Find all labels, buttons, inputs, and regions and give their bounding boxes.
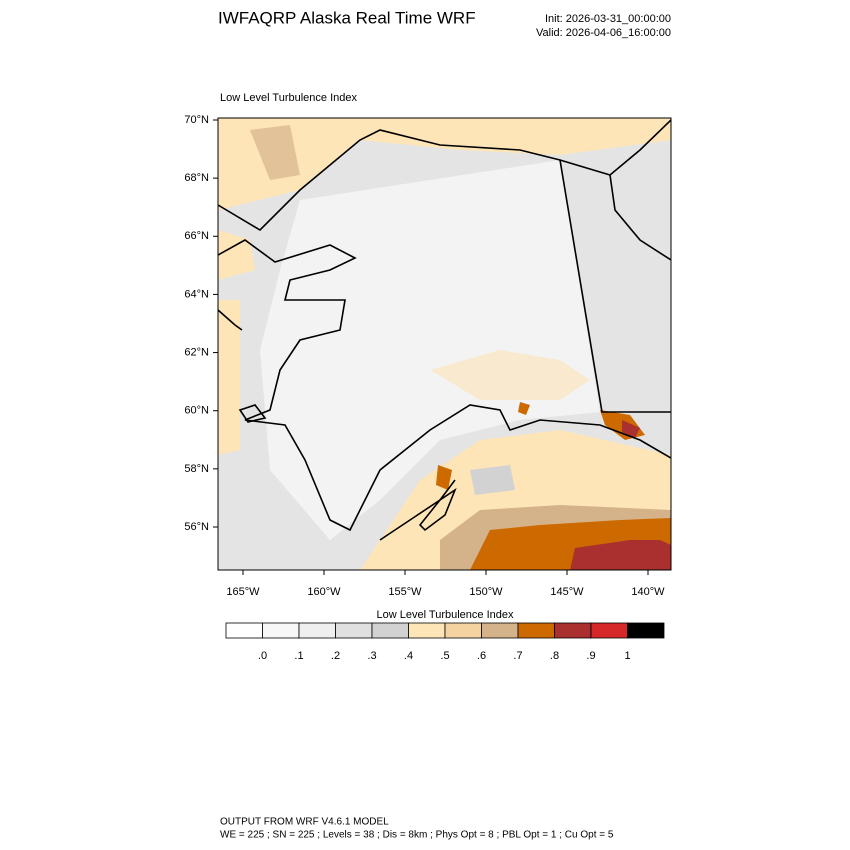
init-time: Init: 2026-03-31_00:00:00 xyxy=(545,13,671,25)
lat-labels: 70°N 68°N 66°N 64°N 62°N 60°N 58°N 56°N xyxy=(184,114,218,533)
colorbar-label: .7 xyxy=(513,650,522,662)
lat-label: 56°N xyxy=(184,521,209,533)
colorbar-label: .1 xyxy=(294,650,303,662)
colorbar-box xyxy=(481,622,519,639)
colorbar-label: .5 xyxy=(440,650,449,662)
colorbar-box xyxy=(335,622,373,639)
lat-label: 58°N xyxy=(184,463,209,475)
lon-label: 145°W xyxy=(550,586,584,598)
colorbar-box xyxy=(444,622,482,639)
colorbar-box xyxy=(554,622,592,639)
colorbar-label: 1 xyxy=(624,650,630,662)
colorbar-label: .2 xyxy=(331,650,340,662)
lat-label: 62°N xyxy=(184,346,209,358)
footer-line: WE = 225 ; SN = 225 ; Levels = 38 ; Dis … xyxy=(220,830,614,841)
colorbar-box xyxy=(262,622,300,639)
lon-label: 150°W xyxy=(469,586,503,598)
lon-labels: 165°W 160°W 155°W 150°W 145°W 140°W xyxy=(226,570,665,598)
colorbar-box xyxy=(225,622,263,639)
lon-label: 140°W xyxy=(631,586,665,598)
map xyxy=(217,117,672,571)
colorbar-box xyxy=(517,622,555,639)
title: IWFAQRP Alaska Real Time WRF xyxy=(218,8,476,27)
colorbar-box xyxy=(590,622,628,639)
colorbar-label: .0 xyxy=(258,650,267,662)
valid-time: Valid: 2026-04-06_16:00:00 xyxy=(536,27,671,39)
colorbar-label: .8 xyxy=(550,650,559,662)
lon-label: 160°W xyxy=(307,586,341,598)
map-title: Low Level Turbulence Index xyxy=(220,92,357,104)
colorbar-box xyxy=(408,622,446,639)
lat-label: 70°N xyxy=(184,114,209,126)
lat-label: 60°N xyxy=(184,405,209,417)
colorbar-box xyxy=(298,622,336,639)
colorbar-label: .3 xyxy=(367,650,376,662)
lon-label: 165°W xyxy=(226,586,260,598)
lon-label: 155°W xyxy=(388,586,422,598)
footer-line: OUTPUT FROM WRF V4.6.1 MODEL xyxy=(220,817,389,828)
colorbar: .0 .1 .2 .3 .4 .5 .6 .7 .8 .9 1 xyxy=(225,622,665,662)
colorbar-title: Low Level Turbulence Index xyxy=(377,609,514,621)
colorbar-label: .9 xyxy=(586,650,595,662)
colorbar-label: .4 xyxy=(404,650,413,662)
colorbar-box xyxy=(627,622,665,639)
lat-label: 64°N xyxy=(184,288,209,300)
lat-label: 68°N xyxy=(184,172,209,184)
colorbar-label: .6 xyxy=(477,650,486,662)
lat-label: 66°N xyxy=(184,230,209,242)
colorbar-box xyxy=(371,622,409,639)
